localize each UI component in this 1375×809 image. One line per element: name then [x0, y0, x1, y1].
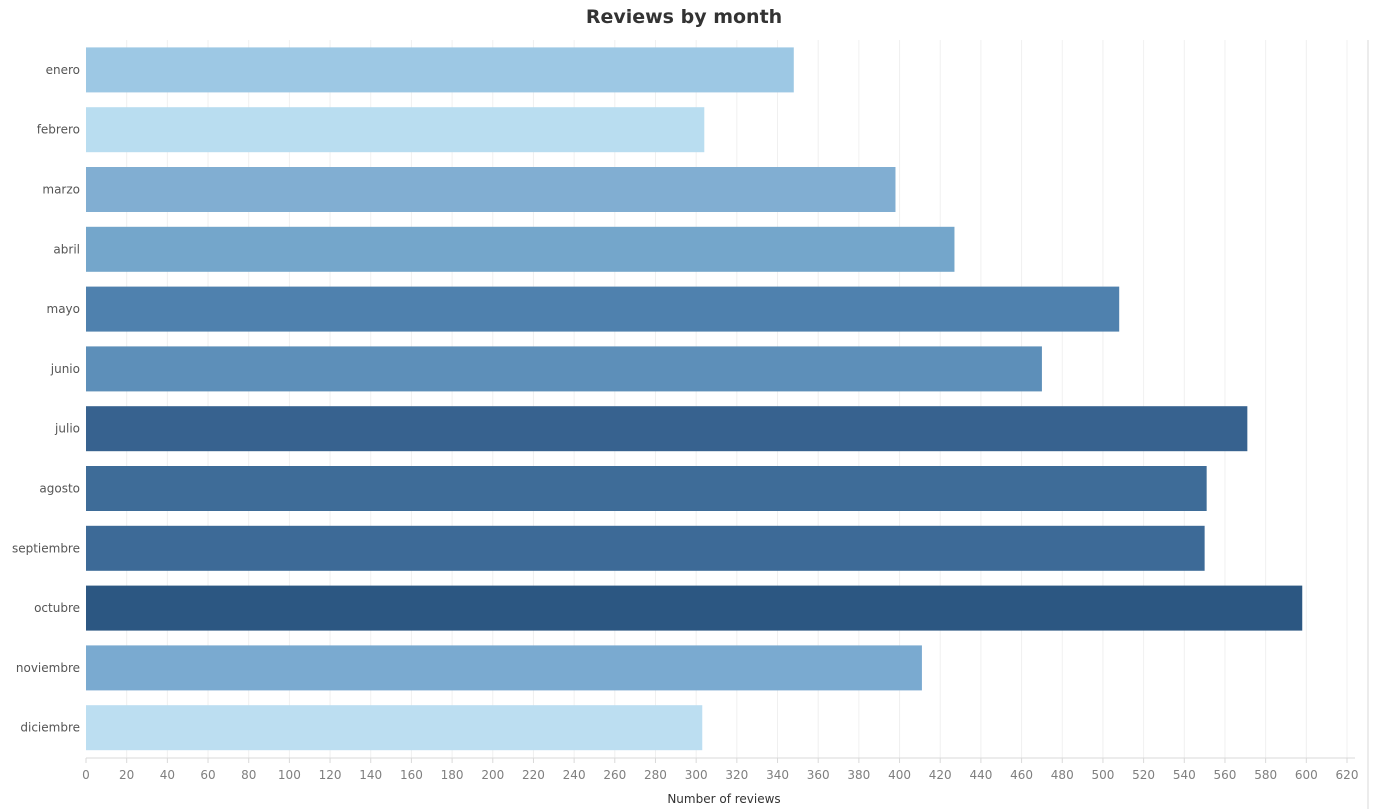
bar-octubre[interactable] [86, 585, 1303, 631]
bar-agosto[interactable] [86, 466, 1207, 511]
x-tick-label: 320 [725, 768, 748, 782]
bar-junio[interactable] [86, 346, 1042, 392]
x-tick-label: 20 [119, 768, 134, 782]
x-tick-label: 340 [766, 768, 789, 782]
x-tick-label: 120 [319, 768, 342, 782]
category-label: octubre [34, 601, 80, 615]
bar-noviembre[interactable] [86, 645, 922, 691]
x-tick-label: 300 [685, 768, 708, 782]
category-label: abril [53, 242, 80, 256]
x-tick-label: 620 [1336, 768, 1359, 782]
category-label: noviembre [16, 661, 80, 675]
x-tick-label: 420 [929, 768, 952, 782]
category-label: diciembre [20, 721, 80, 735]
x-tick-label: 400 [888, 768, 911, 782]
category-label: septiembre [12, 541, 80, 555]
x-tick-label: 80 [241, 768, 256, 782]
category-labels: enero febrero marzo abril mayo junio julio agos… [12, 63, 80, 735]
bar-febrero[interactable] [86, 107, 705, 153]
x-tick-label: 480 [1051, 768, 1074, 782]
x-tick-label: 440 [969, 768, 992, 782]
x-tick-label: 60 [200, 768, 215, 782]
x-tick-label: 260 [603, 768, 626, 782]
category-label: agosto [39, 482, 80, 496]
chart-title: Reviews by month [585, 6, 783, 28]
gridlines [126, 40, 1348, 758]
category-label: julio [54, 422, 80, 436]
x-tick-label: 160 [400, 768, 423, 782]
x-tick-label: 100 [278, 768, 301, 782]
x-tick-label: 200 [481, 768, 504, 782]
bar-mayo[interactable] [86, 286, 1120, 332]
category-label: junio [50, 362, 80, 376]
category-label: mayo [47, 302, 81, 316]
x-tick-label: 220 [522, 768, 545, 782]
category-label: marzo [42, 183, 80, 197]
x-tick-label: 360 [807, 768, 830, 782]
x-tick-label: 580 [1254, 768, 1277, 782]
x-axis-ticks: 0 20 40 60 80 100 120 140 160 180 200 220 240 260 280 3… [82, 758, 1358, 782]
bar-diciembre[interactable] [86, 705, 703, 751]
x-tick-label: 280 [644, 768, 667, 782]
x-tick-label: 180 [441, 768, 464, 782]
x-tick-label: 140 [359, 768, 382, 782]
x-tick-label: 560 [1214, 768, 1237, 782]
bar-marzo[interactable] [86, 167, 896, 212]
x-tick-label: 40 [160, 768, 175, 782]
bars [86, 47, 1303, 751]
bar-abril[interactable] [86, 226, 955, 272]
x-tick-label: 500 [1091, 768, 1114, 782]
x-tick-label: 0 [82, 768, 90, 782]
x-tick-label: 540 [1173, 768, 1196, 782]
bar-enero[interactable] [86, 47, 794, 93]
x-tick-label: 520 [1132, 768, 1155, 782]
category-label: enero [46, 63, 80, 77]
bar-septiembre[interactable] [86, 525, 1205, 571]
x-tick-label: 460 [1010, 768, 1033, 782]
x-tick-label: 380 [847, 768, 870, 782]
bar-julio[interactable] [86, 406, 1248, 452]
x-axis-title: Number of reviews [667, 792, 780, 806]
category-label: febrero [37, 123, 80, 137]
x-tick-label: 600 [1295, 768, 1318, 782]
x-tick-label: 240 [563, 768, 586, 782]
